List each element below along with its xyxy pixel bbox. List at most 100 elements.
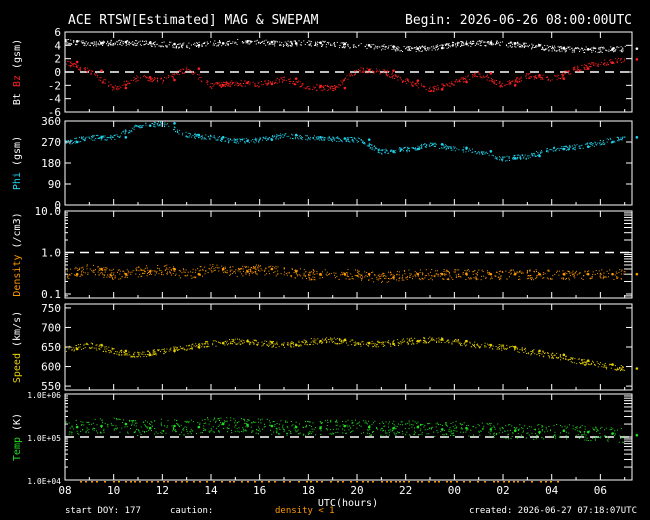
data-dot-bt bbox=[315, 41, 316, 43]
data-dot-density bbox=[274, 267, 276, 269]
data-dot-phi bbox=[334, 137, 336, 139]
data-dot-bz bbox=[136, 78, 137, 80]
data-dot-density bbox=[236, 275, 238, 277]
data-dot-bz bbox=[601, 61, 602, 63]
data-dot-bt bbox=[390, 44, 392, 46]
data-point-temp bbox=[173, 424, 176, 428]
data-dot-speed bbox=[326, 337, 328, 339]
data-dot-speed bbox=[120, 350, 122, 352]
data-dot-bt bbox=[474, 44, 476, 46]
data-dot-density bbox=[542, 277, 544, 279]
data-dot-phi bbox=[103, 136, 105, 138]
data-dot-bt bbox=[279, 44, 281, 46]
data-dot-density bbox=[338, 279, 340, 280]
data-dot-density bbox=[175, 273, 177, 275]
data-dot-speed bbox=[87, 344, 89, 346]
data-dot-bt bbox=[73, 40, 75, 42]
data-dot-bz bbox=[224, 82, 226, 83]
data-dot-bt bbox=[595, 51, 596, 53]
ylabel-density: Density (/cm3) bbox=[12, 212, 23, 296]
data-dot-speed bbox=[338, 339, 340, 340]
data-dot-bt bbox=[243, 42, 245, 43]
data-dot-speed bbox=[579, 358, 580, 360]
data-dot-bz bbox=[328, 86, 330, 87]
data-dot-speed bbox=[484, 342, 486, 344]
data-dot-bt bbox=[500, 41, 502, 43]
data-dot-speed bbox=[314, 340, 316, 342]
data-dot-temp bbox=[210, 428, 212, 430]
data-dot-speed bbox=[203, 346, 205, 348]
data-dot-phi bbox=[439, 148, 441, 149]
data-dot-density bbox=[222, 270, 224, 272]
data-dot-bz bbox=[268, 80, 270, 82]
data-dot-bt bbox=[151, 45, 153, 47]
data-dot-density bbox=[129, 271, 131, 273]
data-dot-density bbox=[158, 273, 160, 275]
data-dot-speed bbox=[235, 344, 237, 345]
data-dot-speed bbox=[75, 348, 77, 350]
data-dot-phi bbox=[114, 138, 116, 140]
data-dot-phi bbox=[368, 142, 370, 144]
data-dot-density bbox=[357, 275, 359, 277]
data-dot-bt bbox=[480, 40, 482, 42]
data-dot-speed bbox=[240, 340, 242, 342]
data-dot-bz bbox=[585, 65, 587, 67]
data-dot-speed bbox=[413, 343, 414, 345]
data-dot-bt bbox=[473, 40, 474, 42]
data-dot-phi bbox=[231, 139, 233, 141]
data-dot-bt bbox=[295, 41, 297, 43]
data-dot-density bbox=[592, 274, 594, 276]
data-dot-density bbox=[564, 274, 566, 276]
data-dot-density bbox=[407, 276, 408, 278]
data-dot-bt bbox=[336, 41, 338, 43]
data-dot-bt bbox=[292, 44, 293, 46]
data-dot-density bbox=[135, 273, 137, 275]
data-dot-phi bbox=[136, 125, 138, 127]
data-dot-bt bbox=[614, 50, 616, 52]
data-dot-bt bbox=[136, 43, 138, 45]
data-dot-density bbox=[587, 271, 588, 273]
data-dot-density bbox=[215, 266, 217, 268]
data-dot-density bbox=[101, 268, 103, 270]
data-dot-bt bbox=[408, 46, 410, 47]
data-point-temp bbox=[538, 430, 541, 434]
data-dot-speed bbox=[130, 356, 132, 358]
data-dot-speed bbox=[148, 351, 150, 353]
data-dot-phi bbox=[92, 139, 94, 141]
data-dot-speed bbox=[567, 359, 569, 361]
data-dot-bz bbox=[299, 86, 301, 88]
data-dot-bz bbox=[391, 73, 393, 75]
data-dot-bt bbox=[621, 51, 623, 53]
data-dot-speed bbox=[316, 343, 318, 345]
data-dot-bt bbox=[579, 51, 580, 52]
data-dot-bz bbox=[486, 75, 487, 77]
data-dot-speed bbox=[321, 342, 323, 344]
data-dot-speed bbox=[296, 344, 298, 346]
data-dot-bz bbox=[621, 58, 622, 60]
data-dot-bt bbox=[479, 42, 481, 44]
data-dot-bt bbox=[442, 45, 444, 47]
data-dot-bt bbox=[469, 42, 471, 44]
data-dot-speed bbox=[464, 341, 466, 343]
data-dot-phi bbox=[201, 135, 203, 137]
data-dot-bz bbox=[616, 61, 618, 63]
data-dot-bz bbox=[173, 73, 175, 75]
data-dot-density bbox=[86, 268, 88, 270]
data-dot-speed bbox=[283, 345, 284, 346]
data-dot-bt bbox=[339, 45, 341, 46]
data-dot-speed bbox=[439, 339, 441, 340]
data-dot-speed bbox=[257, 343, 259, 345]
data-dot-phi bbox=[307, 138, 309, 140]
data-dot-speed bbox=[231, 339, 233, 341]
data-dot-phi bbox=[453, 147, 455, 149]
data-dot-bz bbox=[221, 82, 223, 84]
data-dot-bz bbox=[239, 83, 241, 85]
data-dot-bz bbox=[340, 84, 342, 86]
data-point-speed bbox=[124, 349, 128, 353]
data-dot-bt bbox=[395, 50, 397, 52]
data-dot-density bbox=[314, 273, 316, 275]
data-dot-speed bbox=[616, 368, 618, 370]
data-dot-phi bbox=[434, 142, 436, 144]
data-dot-bt bbox=[517, 44, 519, 46]
data-dot-phi bbox=[214, 137, 216, 139]
